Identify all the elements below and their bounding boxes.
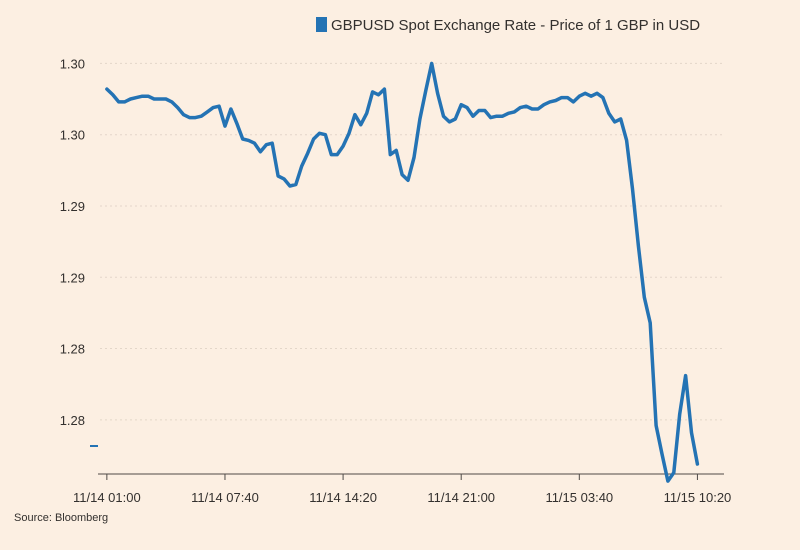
y-tick-label: 1.30 (60, 56, 85, 71)
series-layer (105, 61, 700, 483)
y-tick-label: 1.29 (60, 270, 85, 285)
grid (100, 62, 724, 421)
x-tick-label: 11/14 21:00 (427, 490, 495, 505)
y-tick-label: 1.28 (60, 342, 85, 357)
source-label: Source: Bloomberg (14, 512, 108, 524)
x-tick-label: 11/14 07:40 (191, 490, 259, 505)
x-tick-label: 11/15 10:20 (664, 490, 732, 505)
x-tick-label: 11/15 03:40 (545, 490, 613, 505)
x-axis-ticks: 11/14 01:00 11/14 07:40 11/14 14:20 11/14 2… (73, 474, 731, 505)
y-tick-label: 1.30 (60, 128, 85, 143)
y-axis: 1.28 1.28 1.29 1.29 1.30 1.30 (60, 56, 98, 447)
legend: GBPUSD Spot Exchange Rate - Price of 1 G… (316, 17, 700, 34)
x-tick-label: 11/14 01:00 (73, 490, 141, 505)
series-line (105, 61, 700, 483)
y-tick-label: 1.28 (60, 413, 85, 428)
x-tick-label: 11/14 14:20 (309, 490, 377, 505)
legend-label: GBPUSD Spot Exchange Rate - Price of 1 G… (331, 17, 700, 34)
legend-swatch (316, 17, 327, 32)
y-tick-label: 1.29 (60, 199, 85, 214)
